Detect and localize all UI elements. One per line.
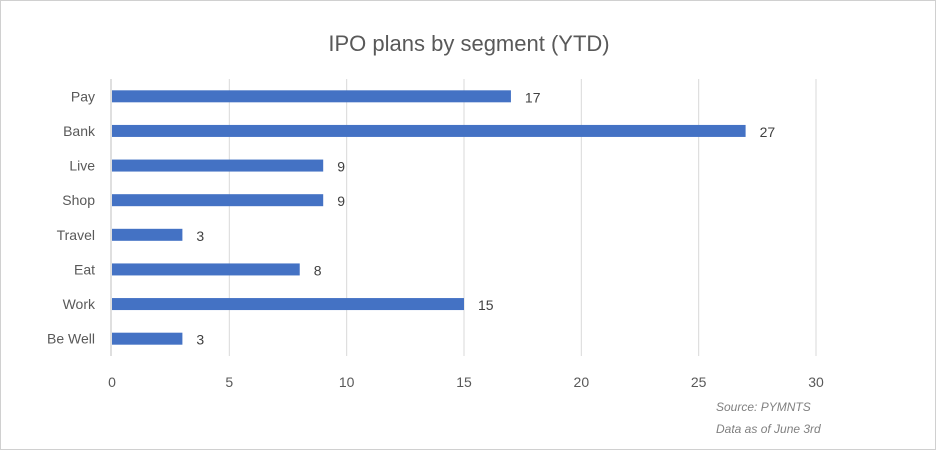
- data-label: 15: [478, 297, 494, 313]
- category-label: Shop: [62, 192, 95, 208]
- x-tick-label: 10: [339, 374, 355, 390]
- source-note: Source: PYMNTS: [716, 400, 811, 414]
- category-label: Bank: [63, 123, 96, 139]
- date-note: Data as of June 3rd: [716, 422, 821, 436]
- bar-shop: [112, 194, 324, 207]
- x-tick-label: 30: [808, 374, 824, 390]
- category-label: Pay: [71, 88, 95, 104]
- data-label: 17: [525, 89, 541, 105]
- category-label: Be Well: [47, 331, 95, 347]
- category-label: Travel: [57, 227, 95, 243]
- bar-work: [112, 298, 464, 311]
- bar-be-well: [112, 332, 183, 345]
- x-tick-label: 20: [574, 374, 590, 390]
- category-label: Live: [69, 158, 95, 174]
- x-tick-label: 15: [456, 374, 472, 390]
- bar-live: [112, 159, 324, 172]
- data-label: 8: [314, 262, 322, 278]
- bar-travel: [112, 228, 183, 241]
- data-label: 9: [337, 193, 345, 209]
- bar-eat: [112, 263, 300, 276]
- category-label: Work: [63, 296, 96, 312]
- x-tick-label: 0: [108, 374, 116, 390]
- x-tick-label: 25: [691, 374, 707, 390]
- data-label: 3: [196, 332, 204, 348]
- x-tick-label: 5: [225, 374, 233, 390]
- bar-pay: [112, 90, 511, 103]
- data-label: 9: [337, 159, 345, 175]
- data-label: 27: [760, 124, 776, 140]
- bar-bank: [112, 124, 746, 137]
- chart-title: IPO plans by segment (YTD): [328, 31, 609, 56]
- category-label: Eat: [74, 261, 95, 277]
- data-label: 3: [196, 228, 204, 244]
